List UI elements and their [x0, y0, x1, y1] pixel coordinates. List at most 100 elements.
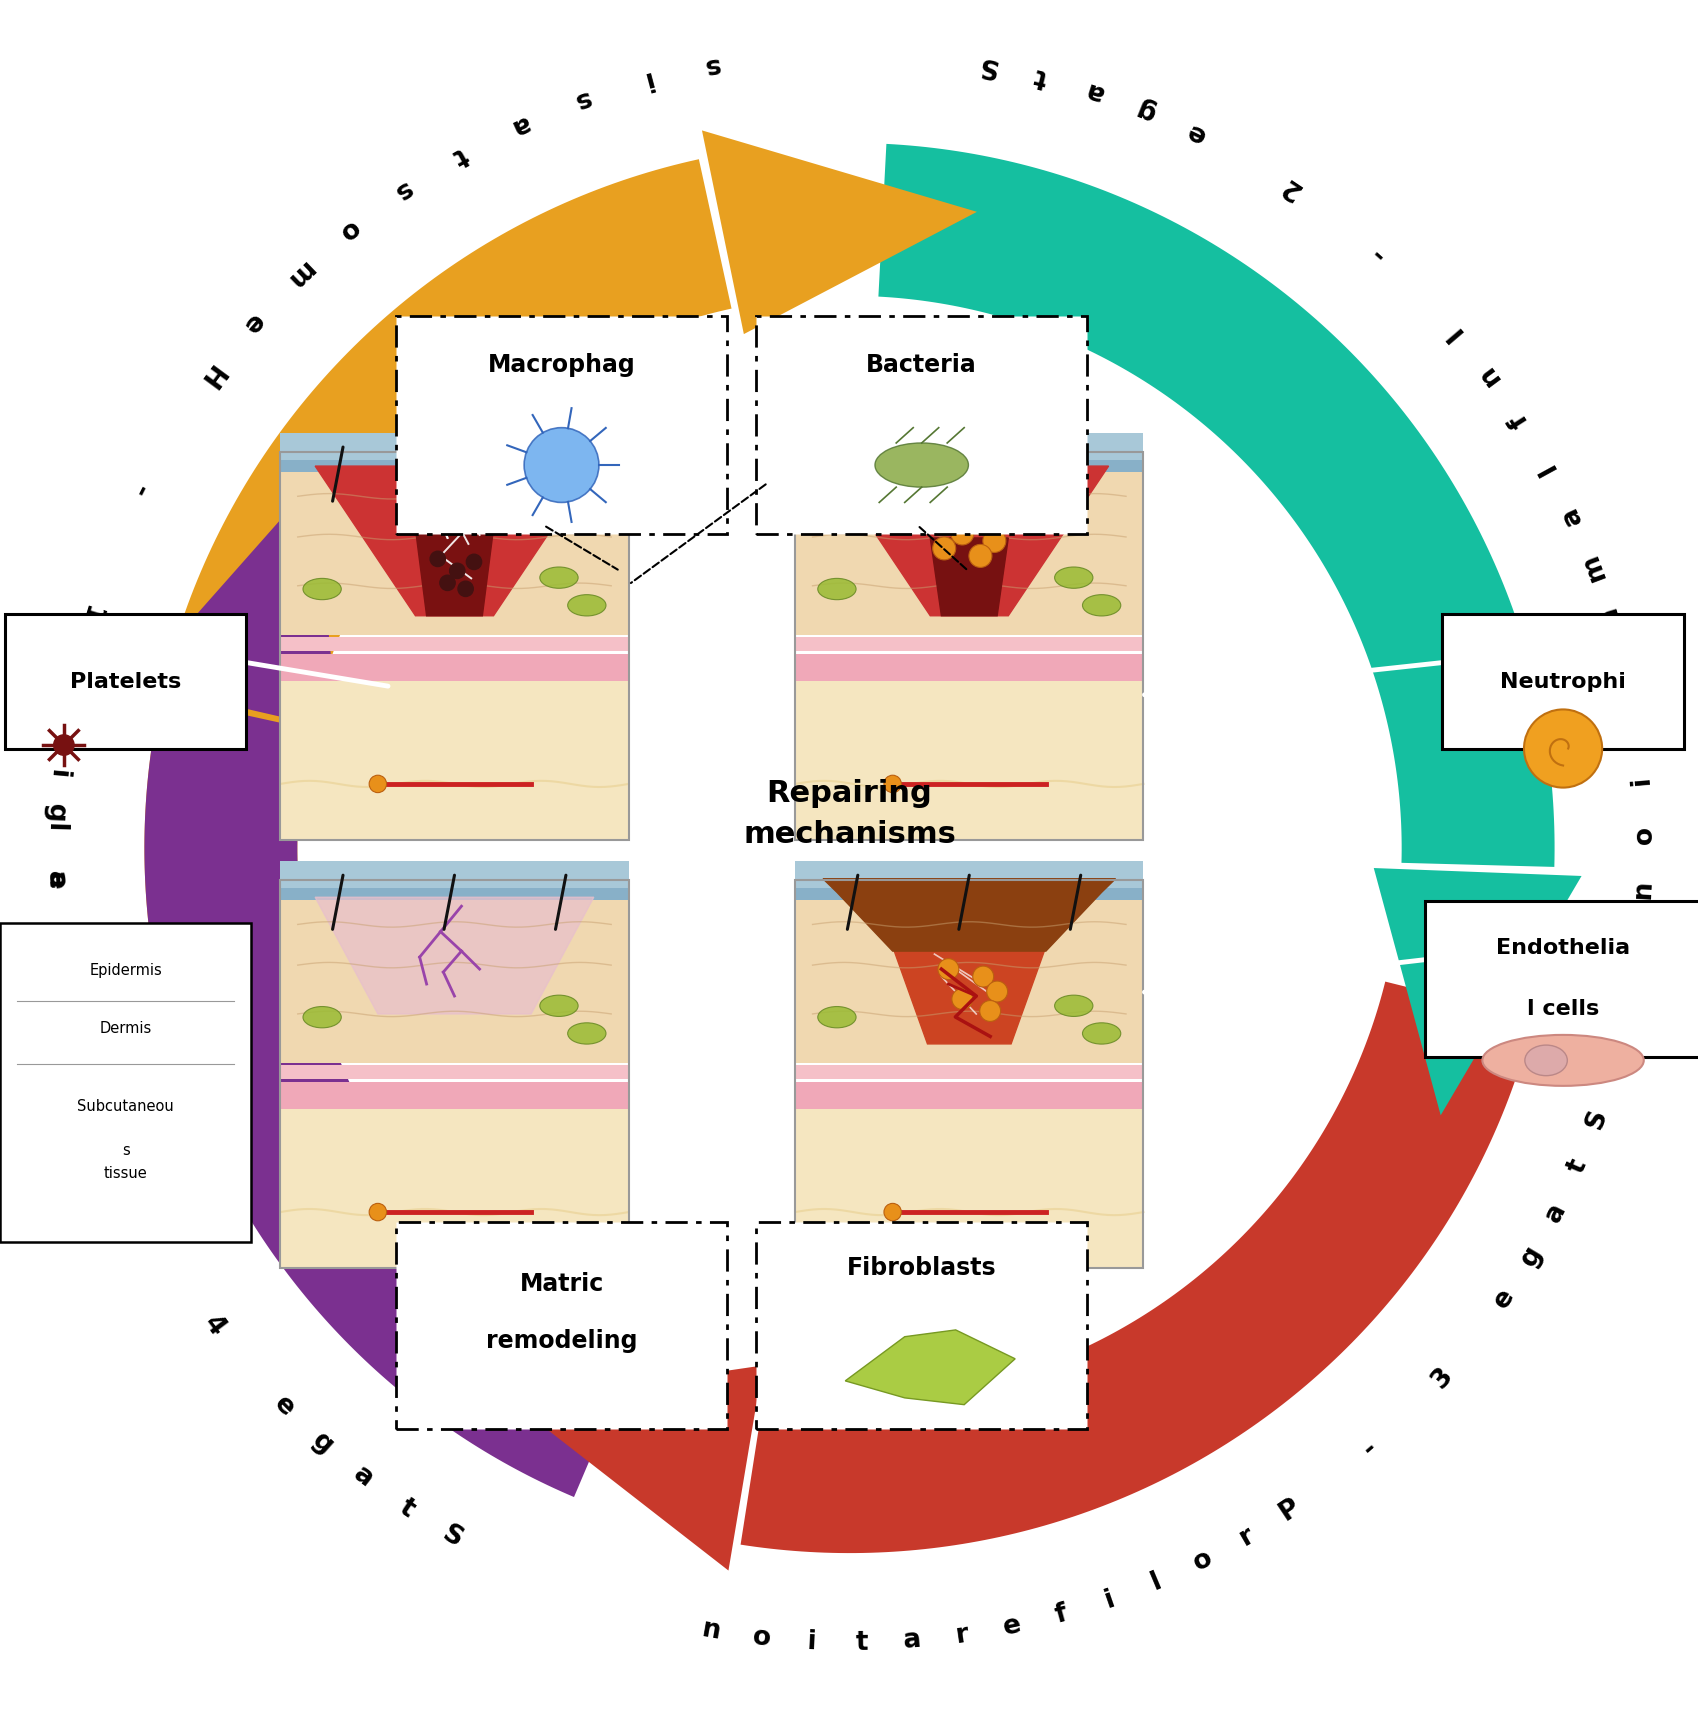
Text: 1: 1	[75, 603, 104, 627]
Bar	[280, 880, 628, 1268]
Circle shape	[54, 735, 75, 755]
Circle shape	[932, 536, 956, 560]
Polygon shape	[891, 947, 1046, 1043]
Polygon shape	[931, 538, 1007, 615]
Ellipse shape	[567, 1023, 606, 1045]
Circle shape	[927, 481, 949, 505]
Text: l: l	[1533, 457, 1560, 478]
Text: a: a	[1082, 77, 1105, 106]
Polygon shape	[316, 466, 594, 615]
Circle shape	[883, 1203, 902, 1221]
Text: s: s	[389, 175, 416, 206]
Ellipse shape	[302, 579, 341, 600]
Circle shape	[458, 581, 474, 596]
Circle shape	[951, 988, 973, 1009]
Text: e: e	[1000, 1612, 1024, 1641]
Circle shape	[980, 1000, 1000, 1021]
Circle shape	[368, 1203, 387, 1221]
Circle shape	[450, 564, 465, 579]
FancyBboxPatch shape	[280, 461, 628, 471]
Circle shape	[523, 428, 599, 502]
Text: Epidermis: Epidermis	[90, 963, 161, 978]
Text: i: i	[1100, 1586, 1117, 1614]
Text: a: a	[1555, 502, 1586, 529]
Text: s: s	[701, 51, 722, 79]
Text: n: n	[700, 1617, 722, 1646]
Text: 3: 3	[1425, 1362, 1457, 1394]
FancyBboxPatch shape	[795, 654, 1143, 680]
FancyBboxPatch shape	[280, 654, 628, 680]
Text: i: i	[1627, 774, 1654, 786]
Text: S: S	[1581, 1107, 1611, 1134]
Circle shape	[973, 966, 993, 987]
Text: o: o	[53, 976, 82, 999]
Polygon shape	[416, 529, 492, 615]
Text: Subcutaneou: Subcutaneou	[78, 1100, 173, 1113]
Ellipse shape	[874, 444, 968, 486]
Text: remodeling: remodeling	[486, 1329, 637, 1353]
Text: t: t	[394, 1494, 419, 1523]
Text: m: m	[1576, 550, 1610, 584]
Circle shape	[968, 545, 992, 567]
Polygon shape	[511, 1365, 762, 1571]
Text: e: e	[268, 1391, 299, 1422]
Text: l: l	[1146, 1567, 1165, 1595]
Ellipse shape	[1525, 1045, 1567, 1076]
FancyBboxPatch shape	[0, 923, 251, 1242]
Text: Matric: Matric	[520, 1271, 603, 1295]
FancyBboxPatch shape	[280, 471, 628, 634]
FancyBboxPatch shape	[1442, 613, 1683, 750]
FancyBboxPatch shape	[795, 889, 1143, 899]
Text: Platelets: Platelets	[70, 671, 182, 692]
Text: e: e	[1182, 116, 1209, 147]
Text: t: t	[856, 1631, 868, 1656]
Text: i: i	[807, 1629, 817, 1655]
Circle shape	[978, 507, 1002, 529]
Text: Bacteria: Bacteria	[866, 353, 976, 377]
Text: o: o	[1630, 826, 1657, 845]
FancyBboxPatch shape	[795, 461, 1143, 471]
Text: e: e	[236, 308, 267, 339]
Text: e: e	[48, 735, 75, 757]
Text: t: t	[1031, 62, 1049, 91]
Text: -: -	[1357, 1435, 1382, 1463]
Text: Fibroblasts: Fibroblasts	[846, 1256, 997, 1280]
FancyBboxPatch shape	[795, 637, 1143, 651]
FancyBboxPatch shape	[5, 613, 246, 750]
Polygon shape	[822, 879, 1116, 951]
Ellipse shape	[540, 995, 577, 1016]
Text: a: a	[1540, 1199, 1571, 1227]
Circle shape	[430, 552, 445, 567]
Text: r: r	[954, 1620, 970, 1650]
Circle shape	[988, 488, 1010, 510]
FancyBboxPatch shape	[280, 889, 628, 899]
FancyBboxPatch shape	[280, 433, 628, 471]
Ellipse shape	[1482, 1035, 1644, 1086]
Polygon shape	[144, 697, 633, 1497]
Bar	[280, 452, 628, 839]
Text: g: g	[1515, 1242, 1547, 1271]
FancyBboxPatch shape	[280, 899, 628, 1062]
Ellipse shape	[978, 449, 1000, 461]
FancyBboxPatch shape	[795, 471, 1143, 634]
Text: S: S	[975, 50, 998, 79]
Text: s: s	[569, 84, 593, 115]
FancyBboxPatch shape	[795, 1108, 1143, 1268]
Ellipse shape	[302, 1007, 341, 1028]
FancyBboxPatch shape	[795, 899, 1143, 1062]
Text: a: a	[902, 1627, 922, 1655]
Circle shape	[941, 502, 963, 526]
Polygon shape	[878, 144, 1554, 867]
Circle shape	[981, 529, 1005, 552]
Text: f: f	[1051, 1600, 1070, 1629]
Text: n: n	[51, 711, 78, 733]
Text: Repairing
mechanisms: Repairing mechanisms	[742, 779, 956, 848]
Text: -: -	[126, 480, 153, 500]
FancyBboxPatch shape	[795, 1081, 1143, 1108]
Text: a: a	[42, 870, 68, 889]
Polygon shape	[1374, 868, 1581, 1115]
FancyBboxPatch shape	[396, 1221, 727, 1429]
Circle shape	[883, 776, 902, 793]
Polygon shape	[740, 982, 1533, 1554]
Circle shape	[951, 522, 973, 545]
